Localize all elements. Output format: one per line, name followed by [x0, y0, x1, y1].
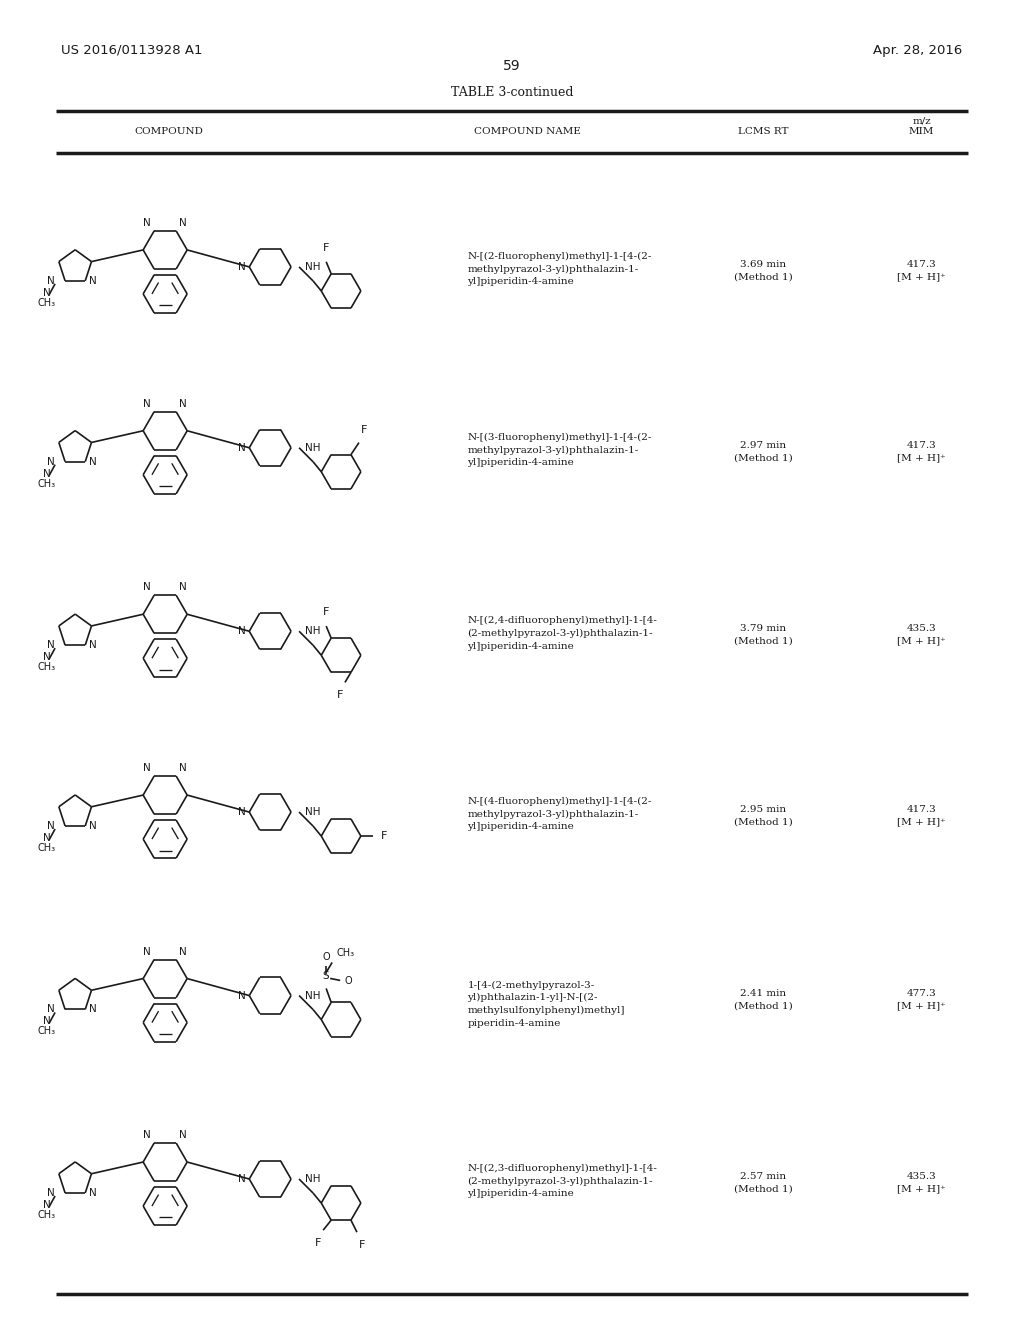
Text: CH₃: CH₃ [37, 843, 55, 853]
Text: N: N [143, 763, 152, 774]
Text: COMPOUND NAME: COMPOUND NAME [474, 128, 581, 136]
Text: CH₃: CH₃ [37, 1210, 55, 1220]
Text: N: N [238, 442, 246, 453]
Text: COMPOUND: COMPOUND [134, 128, 204, 136]
Text: N: N [143, 399, 152, 409]
Text: N: N [179, 946, 187, 957]
Text: 417.3
[M + H]⁺: 417.3 [M + H]⁺ [897, 260, 946, 281]
Text: N: N [47, 821, 55, 832]
Text: N: N [43, 1016, 51, 1027]
Text: 3.79 min
(Method 1): 3.79 min (Method 1) [733, 624, 793, 645]
Text: CH₃: CH₃ [37, 1027, 55, 1036]
Text: F: F [323, 607, 330, 616]
Text: S: S [323, 972, 330, 981]
Text: N-[(2-fluorophenyl)methyl]-1-[4-(2-
methylpyrazol-3-yl)phthalazin-1-
yl]piperidi: N-[(2-fluorophenyl)methyl]-1-[4-(2- meth… [467, 252, 651, 286]
Text: N: N [43, 833, 51, 843]
Text: N: N [43, 1200, 51, 1210]
Text: Apr. 28, 2016: Apr. 28, 2016 [873, 44, 963, 57]
Text: O: O [323, 953, 330, 962]
Text: 477.3
[M + H]⁺: 477.3 [M + H]⁺ [897, 989, 946, 1010]
Text: m/z: m/z [912, 117, 931, 125]
Text: 417.3
[M + H]⁺: 417.3 [M + H]⁺ [897, 441, 946, 462]
Text: N: N [89, 1188, 97, 1199]
Text: N: N [89, 457, 97, 467]
Text: N: N [89, 276, 97, 286]
Text: N: N [89, 821, 97, 832]
Text: N: N [143, 946, 152, 957]
Text: N: N [179, 763, 187, 774]
Text: F: F [337, 690, 343, 701]
Text: N-[(3-fluorophenyl)methyl]-1-[4-(2-
methylpyrazol-3-yl)phthalazin-1-
yl]piperidi: N-[(3-fluorophenyl)methyl]-1-[4-(2- meth… [467, 433, 651, 467]
Text: N: N [143, 218, 152, 228]
Text: N-[(2,3-difluorophenyl)methyl]-1-[4-
(2-methylpyrazol-3-yl)phthalazin-1-
yl]pipe: N-[(2,3-difluorophenyl)methyl]-1-[4- (2-… [467, 1164, 657, 1199]
Text: N: N [179, 399, 187, 409]
Text: 435.3
[M + H]⁺: 435.3 [M + H]⁺ [897, 624, 946, 645]
Text: TABLE 3-continued: TABLE 3-continued [451, 86, 573, 99]
Text: N: N [43, 469, 51, 479]
Text: NH: NH [305, 626, 321, 636]
Text: 2.57 min
(Method 1): 2.57 min (Method 1) [733, 1172, 793, 1193]
Text: N: N [47, 640, 55, 651]
Text: N: N [47, 1188, 55, 1199]
Text: N: N [43, 288, 51, 298]
Text: O: O [344, 977, 352, 986]
Text: NH: NH [305, 261, 321, 272]
Text: N: N [238, 626, 246, 636]
Text: N: N [179, 218, 187, 228]
Text: N-[(4-fluorophenyl)methyl]-1-[4-(2-
methylpyrazol-3-yl)phthalazin-1-
yl]piperidi: N-[(4-fluorophenyl)methyl]-1-[4-(2- meth… [467, 797, 651, 832]
Text: 435.3
[M + H]⁺: 435.3 [M + H]⁺ [897, 1172, 946, 1193]
Text: N: N [89, 640, 97, 651]
Text: MIM: MIM [909, 128, 934, 136]
Text: 417.3
[M + H]⁺: 417.3 [M + H]⁺ [897, 805, 946, 826]
Text: N: N [179, 1130, 187, 1140]
Text: N: N [89, 1005, 97, 1015]
Text: N: N [143, 582, 152, 593]
Text: 59: 59 [503, 59, 521, 73]
Text: N: N [238, 990, 246, 1001]
Text: CH₃: CH₃ [37, 298, 55, 308]
Text: F: F [381, 832, 387, 841]
Text: 2.41 min
(Method 1): 2.41 min (Method 1) [733, 989, 793, 1010]
Text: N: N [238, 807, 246, 817]
Text: F: F [323, 243, 330, 252]
Text: F: F [314, 1238, 322, 1249]
Text: N: N [47, 276, 55, 286]
Text: NH: NH [305, 1173, 321, 1184]
Text: N: N [238, 1173, 246, 1184]
Text: N-[(2,4-difluorophenyl)methyl]-1-[4-
(2-methylpyrazol-3-yl)phthalazin-1-
yl]pipe: N-[(2,4-difluorophenyl)methyl]-1-[4- (2-… [467, 616, 657, 651]
Text: N: N [47, 457, 55, 467]
Text: N: N [179, 582, 187, 593]
Text: F: F [359, 1241, 366, 1250]
Text: N: N [47, 1005, 55, 1015]
Text: N: N [43, 652, 51, 663]
Text: NH: NH [305, 442, 321, 453]
Text: 2.95 min
(Method 1): 2.95 min (Method 1) [733, 805, 793, 826]
Text: N: N [238, 261, 246, 272]
Text: CH₃: CH₃ [336, 948, 354, 958]
Text: NH: NH [305, 990, 321, 1001]
Text: LCMS RT: LCMS RT [737, 128, 788, 136]
Text: NH: NH [305, 807, 321, 817]
Text: F: F [360, 425, 368, 434]
Text: 2.97 min
(Method 1): 2.97 min (Method 1) [733, 441, 793, 462]
Text: US 2016/0113928 A1: US 2016/0113928 A1 [61, 44, 203, 57]
Text: N: N [143, 1130, 152, 1140]
Text: 1-[4-(2-methylpyrazol-3-
yl)phthalazin-1-yl]-N-[(2-
methylsulfonylphenyl)methyl]: 1-[4-(2-methylpyrazol-3- yl)phthalazin-1… [467, 981, 625, 1027]
Text: CH₃: CH₃ [37, 479, 55, 488]
Text: CH₃: CH₃ [37, 663, 55, 672]
Text: 3.69 min
(Method 1): 3.69 min (Method 1) [733, 260, 793, 281]
